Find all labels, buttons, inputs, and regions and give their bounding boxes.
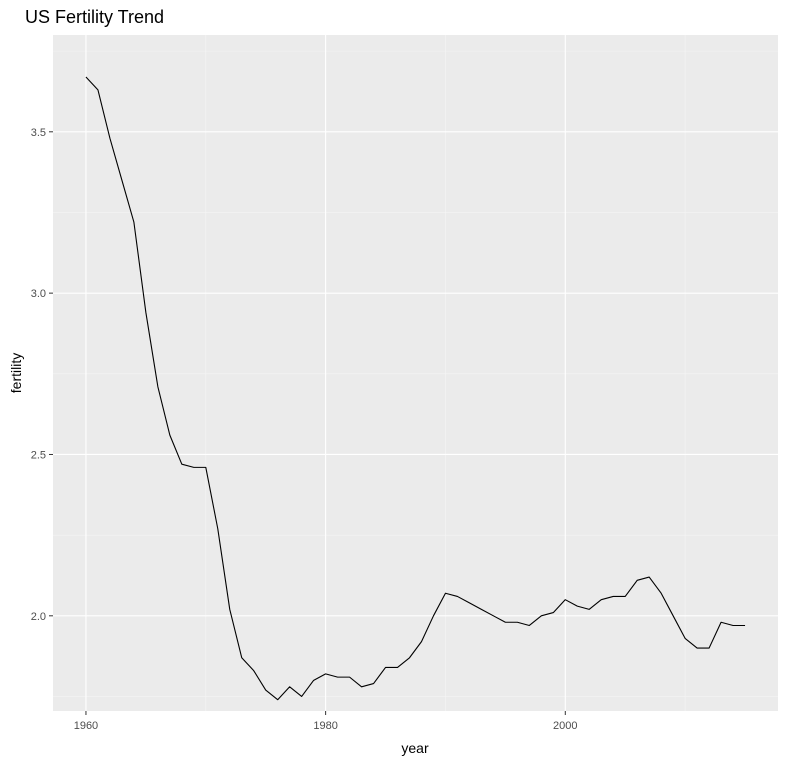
y-tick-label: 2.5 — [31, 449, 46, 461]
major-gridlines — [53, 35, 778, 711]
y-tick-label: 3.5 — [31, 127, 46, 139]
minor-gridlines — [53, 35, 778, 711]
y-tick-label: 2.0 — [31, 611, 46, 623]
y-axis-title: fertility — [8, 353, 24, 393]
plot-panel — [53, 35, 778, 711]
x-axis-title: year — [401, 740, 429, 756]
chart-title: US Fertility Trend — [25, 7, 164, 27]
x-tick-label: 1960 — [74, 720, 98, 732]
x-tick-label: 2000 — [553, 720, 577, 732]
data-layer — [85, 76, 746, 701]
x-axis: 1960 1980 2000 — [74, 711, 578, 732]
x-tick-label: 1980 — [313, 720, 337, 732]
fertility-series-line — [85, 76, 746, 701]
y-axis: 2.0 2.5 3.0 3.5 — [31, 127, 53, 623]
y-tick-label: 3.0 — [31, 288, 46, 300]
